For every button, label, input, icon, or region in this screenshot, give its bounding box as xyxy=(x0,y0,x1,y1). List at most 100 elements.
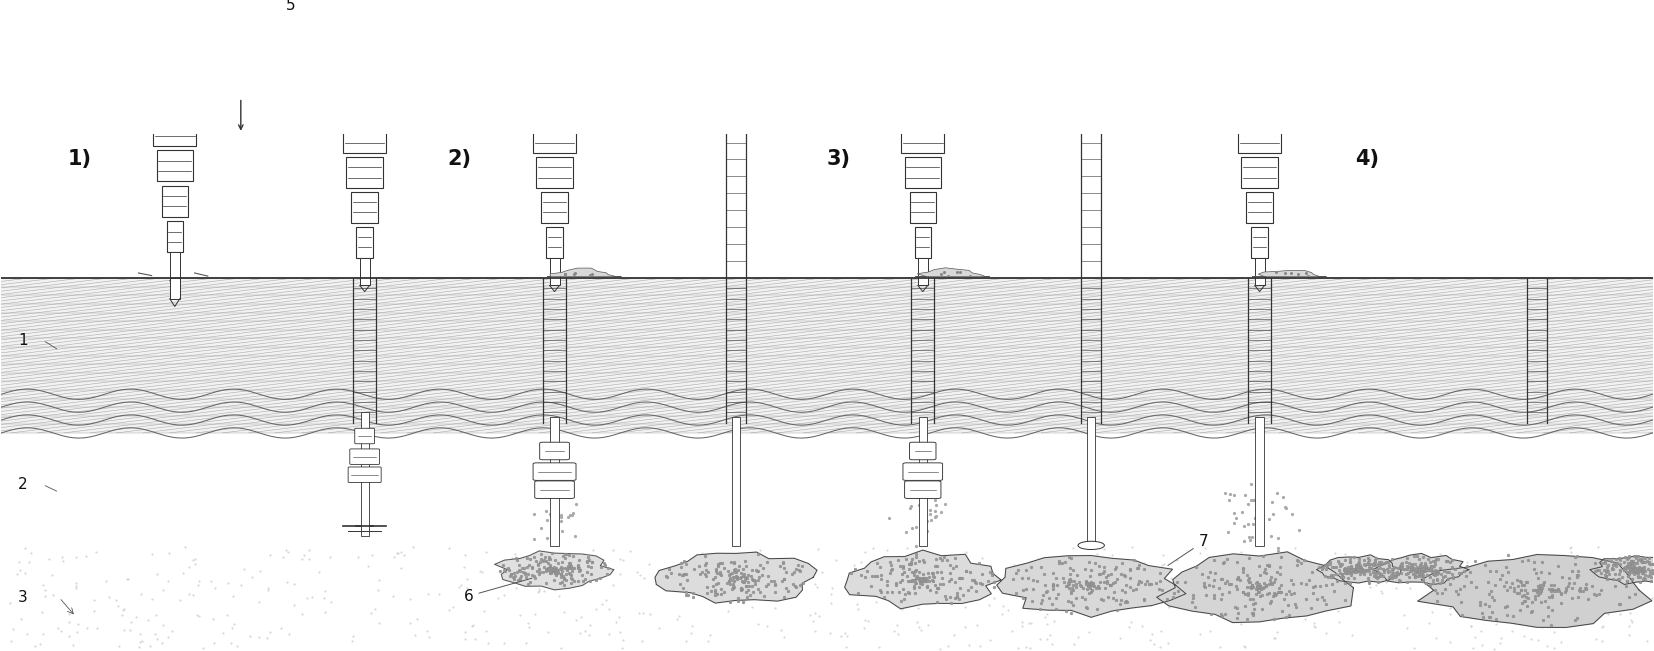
Point xyxy=(1075,626,1102,637)
Point xyxy=(116,625,142,635)
Point xyxy=(1543,615,1570,625)
Point xyxy=(427,589,453,600)
Point xyxy=(1323,598,1350,609)
Point xyxy=(1533,641,1560,651)
Point xyxy=(1239,559,1265,569)
Point xyxy=(1465,568,1492,578)
Point xyxy=(1313,628,1340,638)
Point xyxy=(356,561,382,571)
Point xyxy=(564,555,590,565)
Point xyxy=(513,637,539,648)
Point xyxy=(437,543,463,553)
Point xyxy=(139,549,165,559)
Point xyxy=(30,628,56,639)
Point xyxy=(1406,549,1432,560)
Point xyxy=(1269,589,1295,600)
Point xyxy=(804,581,830,592)
Point xyxy=(943,562,969,572)
Point xyxy=(516,622,543,632)
Bar xyxy=(1255,258,1265,285)
Point xyxy=(976,600,1002,610)
Point xyxy=(1555,590,1581,600)
Point xyxy=(1480,644,1507,651)
Point xyxy=(172,542,198,552)
Point xyxy=(127,637,154,647)
Point xyxy=(701,561,728,572)
Bar xyxy=(910,192,936,223)
Point xyxy=(1578,602,1604,613)
Polygon shape xyxy=(1317,555,1401,583)
Point xyxy=(50,551,76,562)
Point xyxy=(275,547,301,557)
Point xyxy=(625,607,652,618)
Point xyxy=(1027,563,1054,574)
Point xyxy=(155,548,182,559)
Point xyxy=(1150,560,1176,570)
Point xyxy=(65,618,91,629)
Point xyxy=(885,620,911,630)
Point xyxy=(202,583,228,594)
Point xyxy=(847,572,873,582)
Point xyxy=(1475,596,1502,607)
Point xyxy=(26,639,53,650)
Point xyxy=(599,546,625,556)
Point xyxy=(1545,607,1571,618)
Point xyxy=(630,607,657,618)
Point xyxy=(460,620,486,630)
Point xyxy=(1300,621,1327,631)
Point xyxy=(1413,579,1439,589)
Point xyxy=(817,628,844,639)
Point xyxy=(1264,626,1290,637)
Point xyxy=(627,570,653,580)
Point xyxy=(84,623,111,633)
Point xyxy=(36,553,63,564)
Point xyxy=(1040,584,1067,594)
Point xyxy=(311,586,337,596)
Point xyxy=(895,543,921,553)
Point xyxy=(667,611,693,622)
Point xyxy=(8,614,35,624)
Point xyxy=(1236,555,1262,565)
Point xyxy=(741,581,767,591)
Point xyxy=(1585,542,1611,552)
Point xyxy=(142,610,169,620)
Point xyxy=(359,549,385,560)
Bar xyxy=(354,0,375,14)
Text: 2): 2) xyxy=(447,149,471,169)
Bar xyxy=(2,278,1652,433)
Point xyxy=(819,598,845,608)
Point xyxy=(1146,573,1173,583)
Point xyxy=(1578,615,1604,625)
Point xyxy=(729,549,756,559)
Point xyxy=(1231,641,1257,651)
Point xyxy=(1391,557,1417,567)
Point xyxy=(852,546,878,557)
Bar xyxy=(536,53,572,83)
Point xyxy=(1459,620,1485,631)
Point xyxy=(1323,602,1350,613)
Point xyxy=(1558,547,1585,557)
Point xyxy=(1016,618,1042,628)
Point xyxy=(670,573,696,583)
Point xyxy=(678,621,705,631)
Point xyxy=(56,631,83,641)
Point xyxy=(48,626,74,637)
Bar xyxy=(356,227,372,258)
Point xyxy=(485,592,511,603)
Point xyxy=(1034,634,1060,644)
Bar xyxy=(1255,417,1264,546)
Point xyxy=(1462,631,1489,642)
Point xyxy=(366,618,392,629)
FancyBboxPatch shape xyxy=(905,481,941,499)
Point xyxy=(581,544,607,555)
Bar xyxy=(533,122,576,153)
Point xyxy=(129,589,155,599)
Point xyxy=(1363,579,1389,590)
Text: 7: 7 xyxy=(1168,534,1207,566)
Bar xyxy=(1087,417,1095,546)
Point xyxy=(453,583,480,593)
Point xyxy=(1034,609,1060,619)
Point xyxy=(617,546,643,556)
Point xyxy=(547,643,574,651)
Point xyxy=(609,643,635,651)
